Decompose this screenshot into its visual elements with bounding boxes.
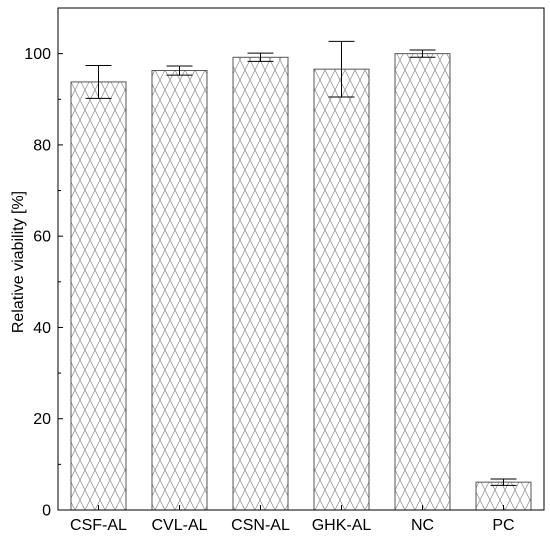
bar-nc: [394, 53, 451, 511]
bar-cvl-al: [151, 70, 208, 511]
error-bar-ghk-al: [328, 40, 355, 98]
y-tick-label: 40: [33, 320, 51, 337]
x-axis: CSF-AL CVL-AL CSN-AL GHK-AL NC PC: [70, 505, 515, 534]
x-tick-label: PC: [492, 517, 514, 534]
y-tick-label: 80: [33, 137, 51, 154]
x-tick-label: CSF-AL: [70, 517, 127, 534]
y-tick-label: 60: [33, 229, 51, 246]
y-axis: 0 20 40 60 80 100: [24, 46, 63, 520]
error-bar-pc: [490, 478, 517, 486]
y-tick-label: 0: [42, 503, 51, 520]
x-tick-label: GHK-AL: [312, 517, 372, 534]
error-bar-cvl-al: [166, 65, 193, 76]
y-tick-label: 100: [24, 46, 51, 63]
error-bar-nc: [409, 49, 436, 58]
bar-ghk-al: [313, 68, 370, 511]
x-tick-label: CVL-AL: [151, 517, 207, 534]
error-bars-layer: [85, 40, 517, 486]
y-axis-title: Relative viability [%]: [10, 191, 27, 333]
x-tick-label: NC: [411, 517, 434, 534]
error-bar-csn-al: [247, 52, 274, 62]
plot-frame: [57, 7, 545, 511]
x-tick-label: CSN-AL: [231, 517, 290, 534]
bars-layer: [70, 53, 532, 511]
y-tick-label: 20: [33, 411, 51, 428]
error-bar-csf-al: [85, 65, 112, 99]
bar-csf-al: [70, 81, 127, 511]
bar-csn-al: [232, 56, 289, 511]
